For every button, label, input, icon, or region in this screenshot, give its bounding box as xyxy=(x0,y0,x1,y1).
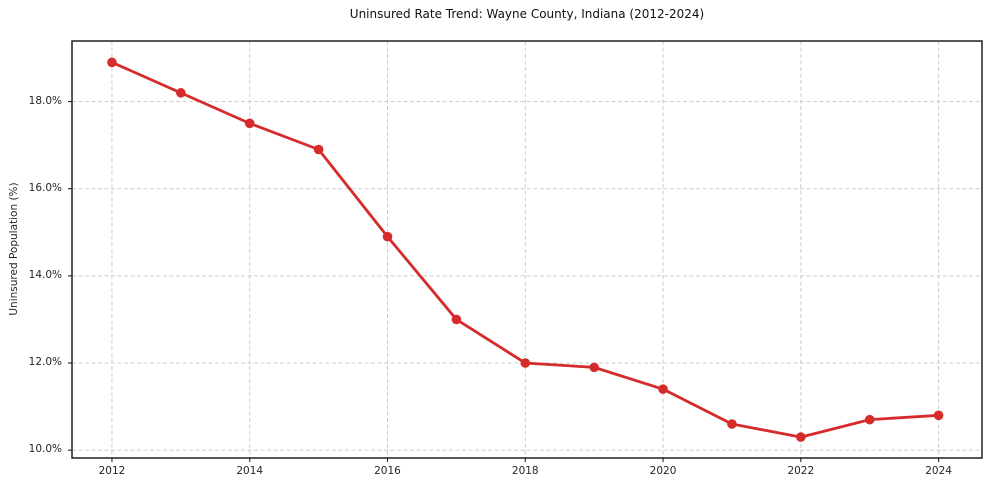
data-point xyxy=(727,419,737,429)
x-tick-label: 2024 xyxy=(925,465,952,477)
y-tick-label: 16.0% xyxy=(28,181,62,194)
y-tick-label: 12.0% xyxy=(28,356,62,368)
x-tick-label: 2018 xyxy=(511,465,539,477)
x-tick-label: 2022 xyxy=(787,465,815,477)
x-tick-label: 2014 xyxy=(236,465,264,477)
x-tick-label: 2020 xyxy=(649,465,677,477)
data-point xyxy=(520,358,531,368)
y-tick-label: 14.0% xyxy=(28,268,62,281)
data-point xyxy=(107,57,117,68)
data-point xyxy=(176,88,186,98)
chart-title: Uninsured Rate Trend: Wayne County, Indi… xyxy=(349,7,705,21)
x-tick-label: 2012 xyxy=(98,465,126,477)
data-point xyxy=(244,118,255,129)
data-point xyxy=(382,231,393,242)
data-point xyxy=(864,414,875,425)
y-tick-label: 18.0% xyxy=(28,94,62,107)
data-point xyxy=(451,314,462,325)
data-point xyxy=(313,144,324,155)
y-tick-label: 10.0% xyxy=(28,443,62,456)
data-point xyxy=(933,410,944,421)
plot-border xyxy=(71,40,983,459)
data-point xyxy=(658,384,668,394)
data-point xyxy=(796,432,806,442)
x-tick-label: 2016 xyxy=(374,465,401,477)
data-point xyxy=(589,362,599,373)
